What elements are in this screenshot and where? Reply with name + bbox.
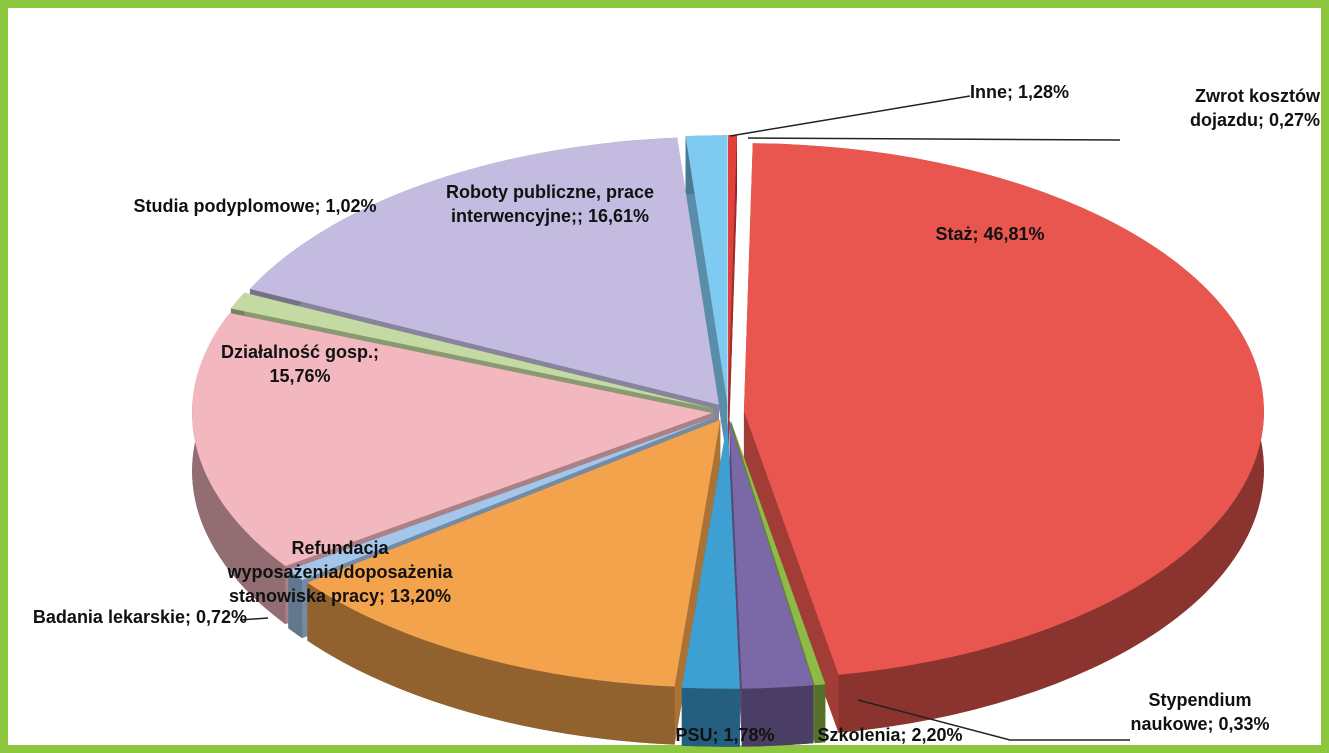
data-label: Stypendium naukowe; 0,33%	[1130, 690, 1270, 734]
data-label: Szkolenia; 2,20%	[817, 725, 963, 745]
slice-side	[814, 684, 826, 744]
leader-line	[747, 137, 1121, 141]
data-label: Inne; 1,28%	[970, 82, 1070, 102]
data-label: PSU; 1,78%	[675, 725, 775, 745]
slice	[192, 312, 713, 567]
slice-side	[681, 687, 740, 747]
slice-side	[741, 685, 814, 747]
slice-wall	[728, 135, 737, 462]
slice-group	[681, 420, 740, 747]
slice	[307, 419, 721, 687]
data-label: Działalność gosp.; 15,76%	[220, 342, 380, 386]
slice	[728, 135, 737, 404]
slice	[681, 420, 740, 689]
data-label: Zwrot kosztów dojazdu; 0,27%	[1189, 86, 1320, 130]
slice	[685, 135, 728, 404]
slice	[743, 143, 1264, 675]
slice-group	[728, 135, 737, 462]
slice	[729, 420, 814, 689]
slice	[288, 417, 716, 581]
leader-line	[239, 617, 269, 621]
data-label: Roboty publiczne, prace interwencyjne;; …	[445, 182, 655, 226]
slice	[730, 420, 826, 686]
slice-side	[307, 582, 675, 745]
slice	[230, 292, 714, 409]
data-label: Studia podyplomowe; 1,02%	[133, 196, 377, 216]
leader-line	[857, 699, 1130, 741]
data-label: Refundacja wyposażenia/doposażenia stano…	[227, 538, 453, 606]
slice-group	[307, 419, 721, 745]
data-label: Badania lekarskie; 0,72%	[32, 607, 248, 627]
slice-side	[288, 570, 303, 639]
slice-wall	[685, 136, 728, 462]
slice-wall	[743, 411, 839, 733]
slice-group	[743, 143, 1264, 733]
leader-line	[729, 95, 971, 137]
slice	[249, 137, 719, 405]
data-label: Staż; 46,81%	[935, 224, 1045, 244]
